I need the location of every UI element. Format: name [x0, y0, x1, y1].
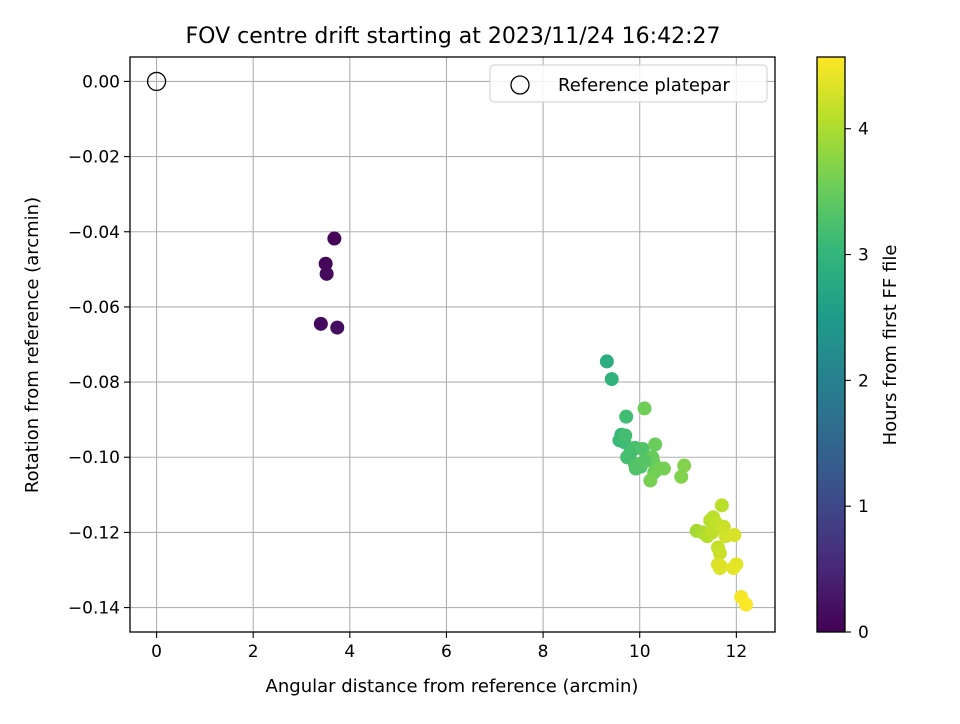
- reference-layer: [146, 71, 167, 92]
- colorbar-tick-label: 4: [858, 120, 869, 140]
- data-point: [327, 231, 342, 246]
- legend-marker-open-circle: [510, 75, 530, 95]
- x-tick-label: 2: [248, 642, 259, 662]
- y-tick-label: −0.14: [68, 599, 120, 619]
- x-tick-label: 8: [538, 642, 549, 662]
- data-point: [637, 454, 652, 469]
- y-axis-ticks: 0.00 −0.02 −0.04 −0.06 −0.08 −0.10 −0.12 −0.14: [68, 72, 130, 619]
- colorbar: [817, 57, 845, 632]
- data-point: [313, 316, 328, 331]
- grid: [130, 57, 775, 632]
- data-point: [637, 401, 652, 416]
- y-tick-label: −0.06: [68, 298, 120, 318]
- reference-platepar-marker: [146, 71, 167, 92]
- colorbar-tick-label: 3: [858, 246, 869, 266]
- y-tick-label: −0.04: [68, 223, 120, 243]
- legend-box: [489, 64, 768, 103]
- colorbar-tick-label: 0: [858, 623, 869, 643]
- data-point: [739, 597, 754, 612]
- data-point: [599, 354, 614, 369]
- x-tick-label: 10: [629, 642, 651, 662]
- colorbar-label: Hours from first FF file: [880, 245, 901, 446]
- data-point: [674, 469, 689, 484]
- y-tick-label: −0.10: [68, 448, 120, 468]
- data-point: [726, 561, 741, 576]
- data-point: [619, 409, 634, 424]
- data-point: [318, 256, 333, 271]
- data-point: [643, 473, 658, 488]
- data-point: [319, 266, 334, 281]
- data-point: [648, 437, 663, 452]
- x-tick-label: 12: [726, 642, 748, 662]
- data-point: [604, 372, 619, 387]
- legend-label: Reference platepar: [558, 75, 730, 96]
- data-point: [727, 528, 742, 543]
- data-points: [313, 231, 754, 612]
- x-tick-label: 0: [151, 642, 162, 662]
- x-axis-ticks: 0 2 4 6 8 10 12: [151, 632, 747, 662]
- data-point: [677, 458, 692, 473]
- data-point: [712, 546, 727, 561]
- x-axis-label: Angular distance from reference (arcmin): [266, 676, 639, 697]
- data-point: [330, 320, 345, 335]
- data-point: [656, 461, 671, 476]
- y-tick-label: −0.12: [68, 523, 120, 543]
- colorbar-tick-label: 1: [858, 497, 869, 517]
- y-axis-label: Rotation from reference (arcmin): [22, 197, 43, 493]
- legend: Reference platepar: [489, 64, 768, 103]
- plot-frame: [129, 56, 776, 633]
- y-tick-label: −0.02: [68, 148, 120, 168]
- y-tick-label: 0.00: [82, 72, 120, 92]
- chart-title: FOV centre drift starting at 2023/11/24 …: [186, 24, 721, 49]
- y-tick-label: −0.08: [68, 373, 120, 393]
- colorbar-tick-label: 2: [858, 371, 869, 391]
- colorbar-ticks: 0 1 2 3 4: [845, 120, 869, 643]
- colorbar-frame: [816, 56, 846, 633]
- data-point: [713, 559, 728, 574]
- data-point: [623, 446, 638, 461]
- x-tick-label: 4: [344, 642, 355, 662]
- data-point: [618, 428, 633, 443]
- x-tick-label: 6: [441, 642, 452, 662]
- data-point: [635, 441, 650, 456]
- data-point: [714, 498, 729, 513]
